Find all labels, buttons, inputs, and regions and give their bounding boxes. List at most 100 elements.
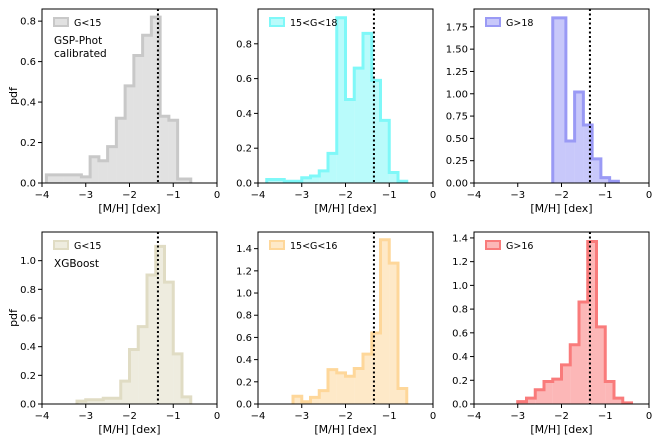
histogram-outline bbox=[75, 244, 193, 404]
histogram-bar bbox=[63, 174, 82, 183]
y-tick-label: 1.00 bbox=[446, 89, 468, 100]
histogram-bar bbox=[120, 381, 130, 404]
x-tick-label: −4 bbox=[35, 411, 50, 422]
y-tick-label: 1.50 bbox=[446, 45, 468, 56]
histogram-bar bbox=[164, 282, 174, 404]
histogram-bar bbox=[544, 381, 553, 404]
y-tick-label: 0.4 bbox=[20, 98, 36, 109]
y-tick-label: 0.00 bbox=[446, 179, 468, 190]
histogram-bar bbox=[155, 246, 165, 404]
histogram-bar bbox=[336, 372, 346, 404]
y-tick-label: 0.8 bbox=[236, 39, 252, 50]
histogram-bar bbox=[363, 354, 372, 404]
y-tick-label: 0.2 bbox=[236, 377, 252, 388]
x-axis-label: [M/H] [dex] bbox=[314, 423, 376, 436]
histogram-bar bbox=[389, 172, 398, 183]
histogram-bar bbox=[129, 349, 139, 404]
x-tick-label: −2 bbox=[338, 411, 353, 422]
histogram-bar bbox=[266, 179, 285, 183]
x-tick-label: −4 bbox=[251, 411, 266, 422]
y-tick-label: 0.0 bbox=[452, 400, 468, 411]
y-tick-label: 0.0 bbox=[20, 400, 36, 411]
y-tick-label: 0.6 bbox=[452, 328, 468, 339]
x-tick-label: −2 bbox=[554, 411, 569, 422]
histogram-bar bbox=[596, 326, 606, 404]
histogram-bar bbox=[293, 396, 302, 404]
x-tick-label: −4 bbox=[35, 190, 50, 201]
histogram-bar bbox=[605, 381, 614, 404]
x-tick-label: −1 bbox=[382, 411, 397, 422]
panel-2: −4 −3 −2 −1 0 0.0 0.2 0.4 0.6 0.8 [M/H] [dex] 15<G<… bbox=[236, 8, 436, 215]
y-tick-label: 1.0 bbox=[236, 289, 252, 300]
legend-swatch bbox=[53, 240, 69, 250]
legend-label: 15<G<18 bbox=[290, 18, 337, 29]
y-tick-label: 1.75 bbox=[446, 22, 468, 33]
legend-label: G<15 bbox=[74, 241, 101, 252]
panel-5: −4 −3 −2 −1 0 0.0 0.2 0.4 0.6 0.8 1.0 1.2 1.4 [M/H] [… bbox=[236, 231, 436, 436]
histogram-bar bbox=[592, 158, 601, 183]
x-tick-label: −4 bbox=[467, 411, 482, 422]
histogram-bar bbox=[85, 399, 104, 404]
y-tick-label: 0.25 bbox=[446, 156, 468, 167]
legend-swatch bbox=[269, 240, 285, 250]
y-axis-label: pdf bbox=[7, 308, 20, 327]
x-tick-label: 0 bbox=[646, 190, 652, 201]
y-tick-label: 0.0 bbox=[236, 179, 252, 190]
y-tick-label: 0.4 bbox=[20, 342, 36, 353]
x-axis-label: [M/H] [dex] bbox=[530, 202, 592, 215]
y-tick-label: 1.2 bbox=[236, 266, 252, 277]
y-tick-label: 0.0 bbox=[20, 179, 36, 190]
histogram-bar bbox=[138, 326, 147, 404]
histogram-bar bbox=[103, 398, 121, 404]
x-axis-label: [M/H] [dex] bbox=[98, 202, 160, 215]
x-tick-label: 0 bbox=[214, 411, 220, 422]
y-tick-label: 0.4 bbox=[452, 352, 468, 363]
y-tick-label: 0.8 bbox=[20, 17, 36, 28]
x-axis-label: [M/H] [dex] bbox=[98, 423, 160, 436]
y-tick-label: 1.2 bbox=[452, 257, 468, 268]
y-tick-label: 0.75 bbox=[446, 112, 468, 123]
y-tick-label: 0.2 bbox=[20, 371, 36, 382]
legend-label: 15<G<16 bbox=[290, 241, 337, 252]
histogram-bar bbox=[319, 390, 328, 404]
histogram-outline bbox=[291, 238, 409, 404]
y-tick-label: 0.2 bbox=[452, 376, 468, 387]
x-tick-label: −3 bbox=[294, 411, 309, 422]
histogram-bar bbox=[90, 156, 99, 183]
histogram-bar bbox=[133, 55, 143, 184]
histogram-bar bbox=[160, 116, 169, 183]
histogram-bar bbox=[371, 332, 381, 404]
x-tick-label: −3 bbox=[78, 411, 93, 422]
histogram-bar bbox=[345, 99, 355, 183]
x-tick-label: −2 bbox=[554, 190, 569, 201]
histogram-bar bbox=[310, 397, 320, 404]
histogram-bar bbox=[328, 369, 337, 404]
histogram-bar bbox=[600, 177, 610, 183]
histogram-outline bbox=[516, 239, 633, 405]
y-tick-label: 0.8 bbox=[452, 305, 468, 316]
x-tick-label: −2 bbox=[122, 411, 137, 422]
histogram-bar bbox=[319, 170, 328, 183]
legend-label: G>18 bbox=[506, 18, 533, 29]
histogram-bar bbox=[125, 85, 134, 183]
panel-4: −4 −3 −2 −1 0 0.0 0.2 0.4 0.6 0.8 1.0 [M/H] [dex] pd… bbox=[7, 231, 220, 436]
y-tick-label: 1.0 bbox=[20, 256, 36, 267]
y-tick-label: 0.2 bbox=[236, 144, 252, 155]
histogram-bar bbox=[363, 33, 372, 183]
histogram-bar bbox=[116, 118, 126, 183]
legend-swatch bbox=[269, 17, 285, 27]
x-tick-label: −4 bbox=[251, 190, 266, 201]
histogram-bar bbox=[107, 146, 117, 183]
x-tick-label: −1 bbox=[598, 190, 613, 201]
y-tick-label: 1.4 bbox=[236, 244, 252, 255]
y-tick-label: 0.6 bbox=[20, 314, 36, 325]
histogram-bar bbox=[587, 241, 597, 404]
histogram-bar bbox=[535, 389, 544, 404]
x-tick-label: −3 bbox=[78, 190, 93, 201]
x-tick-label: 0 bbox=[430, 190, 436, 201]
y-tick-label: 0.6 bbox=[236, 74, 252, 85]
x-axis-label: [M/H] [dex] bbox=[530, 423, 592, 436]
y-tick-label: 0.4 bbox=[236, 109, 252, 120]
histogram-bar bbox=[570, 344, 579, 404]
